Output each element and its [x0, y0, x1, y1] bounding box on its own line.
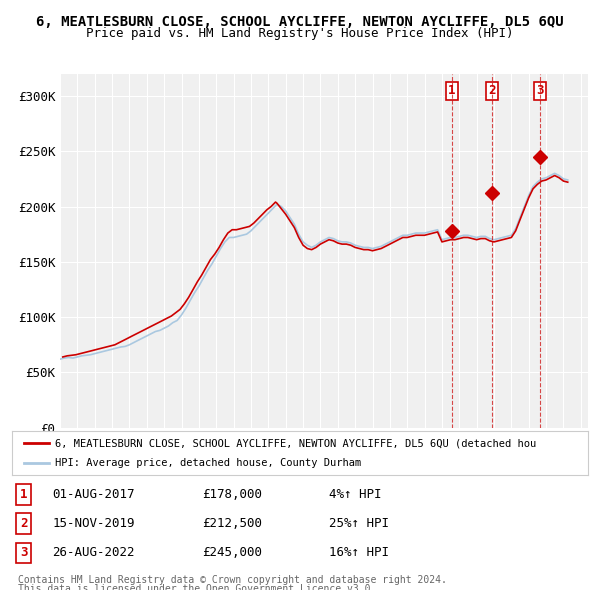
Text: £212,500: £212,500	[202, 517, 262, 530]
Text: 6, MEATLESBURN CLOSE, SCHOOL AYCLIFFE, NEWTON AYCLIFFE, DL5 6QU: 6, MEATLESBURN CLOSE, SCHOOL AYCLIFFE, N…	[36, 15, 564, 29]
Text: 2: 2	[488, 84, 496, 97]
Text: 01-AUG-2017: 01-AUG-2017	[52, 488, 135, 501]
Text: 26-AUG-2022: 26-AUG-2022	[52, 546, 135, 559]
Text: 4%↑ HPI: 4%↑ HPI	[329, 488, 382, 501]
Text: Price paid vs. HM Land Registry's House Price Index (HPI): Price paid vs. HM Land Registry's House …	[86, 27, 514, 40]
Text: £178,000: £178,000	[202, 488, 262, 501]
Text: This data is licensed under the Open Government Licence v3.0.: This data is licensed under the Open Gov…	[18, 584, 376, 590]
Text: 15-NOV-2019: 15-NOV-2019	[52, 517, 135, 530]
Text: 2: 2	[20, 517, 27, 530]
Text: 3: 3	[536, 84, 544, 97]
Text: 1: 1	[20, 488, 27, 501]
Text: 25%↑ HPI: 25%↑ HPI	[329, 517, 389, 530]
Text: 6, MEATLESBURN CLOSE, SCHOOL AYCLIFFE, NEWTON AYCLIFFE, DL5 6QU (detached hou: 6, MEATLESBURN CLOSE, SCHOOL AYCLIFFE, N…	[55, 438, 536, 448]
Text: HPI: Average price, detached house, County Durham: HPI: Average price, detached house, Coun…	[55, 458, 361, 467]
Text: 3: 3	[20, 546, 27, 559]
Text: Contains HM Land Registry data © Crown copyright and database right 2024.: Contains HM Land Registry data © Crown c…	[18, 575, 447, 585]
Text: 16%↑ HPI: 16%↑ HPI	[329, 546, 389, 559]
Text: 1: 1	[448, 84, 456, 97]
Text: £245,000: £245,000	[202, 546, 262, 559]
